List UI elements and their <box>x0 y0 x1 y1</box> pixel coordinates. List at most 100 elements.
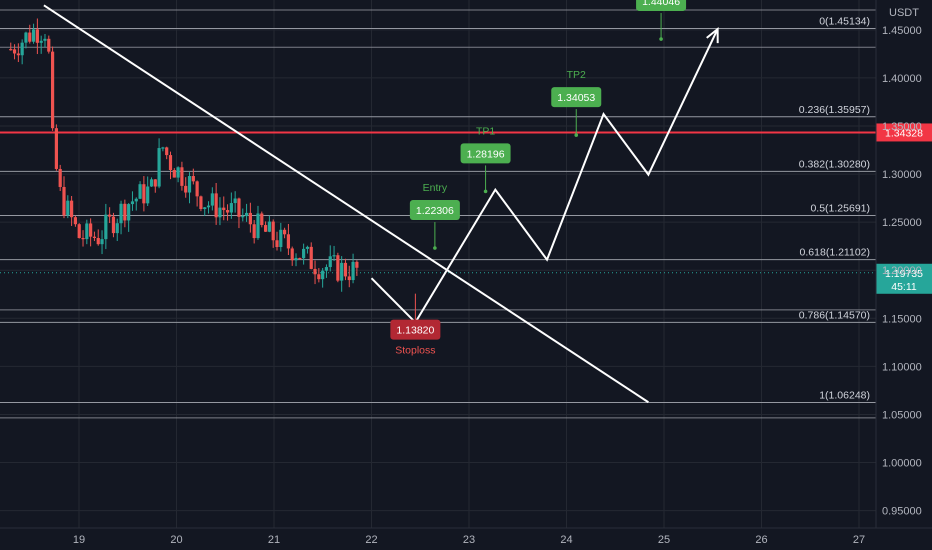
target-dot <box>483 189 488 194</box>
candlesticks <box>9 18 359 292</box>
fib-level-label: 0.786(1.14570) <box>799 309 870 321</box>
candle-up <box>321 270 325 280</box>
candle-up <box>115 223 119 234</box>
candle-up <box>138 184 142 199</box>
y-tick-label: 1.35000 <box>882 121 922 133</box>
x-tick-label: 27 <box>853 534 865 546</box>
candle-down <box>225 210 230 213</box>
candle-down <box>184 185 188 193</box>
candle-up <box>244 212 249 217</box>
x-tick-label: 19 <box>73 534 85 546</box>
candle-down <box>317 274 321 280</box>
price-axis[interactable]: 0.95000 1.00000 1.05000 1.10000 1.15000 1.200… <box>882 0 922 518</box>
candle-down <box>355 261 359 268</box>
time-axis[interactable]: 19 20 21 22 23 24 25 26 27 <box>73 534 865 546</box>
candle-up <box>85 223 89 240</box>
candle-up <box>39 40 43 43</box>
candle-up <box>134 198 138 202</box>
candle-down <box>81 238 85 240</box>
current-price-tag <box>876 263 932 294</box>
candle-down <box>199 196 203 210</box>
candle-down <box>168 155 173 171</box>
candle-down <box>96 237 100 245</box>
candle-down <box>50 51 55 129</box>
target-price-box <box>551 87 602 108</box>
fib-level-label: 0(1.45134) <box>819 16 870 28</box>
candle-up <box>127 204 131 221</box>
candle-down <box>343 262 348 277</box>
candle-up <box>351 261 355 281</box>
candle-down <box>108 214 112 217</box>
target-dot <box>574 133 579 137</box>
candle-up <box>233 198 237 204</box>
candle-down <box>165 147 169 156</box>
y-tick-label: 1.30000 <box>882 169 922 181</box>
candle-down <box>62 186 66 216</box>
candle-down <box>92 236 97 238</box>
x-tick-label: 22 <box>365 534 377 546</box>
x-tick-label: 25 <box>658 534 670 546</box>
candle-down <box>70 200 74 218</box>
candle-up <box>20 42 24 56</box>
candle-down <box>16 53 20 56</box>
candle-down <box>58 168 62 187</box>
x-tick-label: 24 <box>560 534 572 546</box>
candle-down <box>336 255 340 281</box>
candle-up <box>146 186 150 204</box>
candle-down <box>142 184 146 204</box>
candle-down <box>47 38 51 52</box>
y-tick-label: 1.25000 <box>882 217 922 229</box>
candle-down <box>191 176 195 182</box>
y-tick-label: 1.05000 <box>882 409 922 421</box>
descending-trendline[interactable] <box>43 4 649 404</box>
x-tick-label: 20 <box>170 534 182 546</box>
y-tick-label: 1.10000 <box>882 361 922 373</box>
y-tick-label: 1.15000 <box>882 313 922 325</box>
candle-up <box>187 176 192 193</box>
x-tick-label: 26 <box>755 534 767 546</box>
candle-up <box>328 256 332 268</box>
candle-down <box>153 179 157 187</box>
target-dot <box>659 37 663 41</box>
candle-down <box>195 181 199 197</box>
candle-up <box>206 205 211 208</box>
candle-up <box>43 38 47 41</box>
stoploss-price-label: 1.13820 <box>396 325 434 337</box>
y-tick-label: 1.00000 <box>882 458 922 470</box>
candle-down <box>252 224 256 239</box>
x-tick-label: 23 <box>463 534 475 546</box>
stoploss-price-box <box>390 319 441 340</box>
target-dot <box>433 246 437 250</box>
candle-up <box>24 32 28 43</box>
red-level-price-label: 1.34328 <box>885 127 923 139</box>
candle-up <box>332 255 336 257</box>
x-tick-label: 21 <box>268 534 280 546</box>
candle-down <box>214 193 218 218</box>
red-level-price-tag <box>876 123 932 142</box>
candle-down <box>286 234 291 249</box>
candle-down <box>123 203 127 221</box>
candle-down <box>180 167 184 186</box>
y-tick-label: 1.45000 <box>882 25 922 37</box>
candle-up <box>267 221 271 232</box>
candle-up <box>176 167 180 178</box>
y-tick-label: 0.95000 <box>882 506 922 518</box>
candle-down <box>263 225 268 232</box>
candle-down <box>12 49 17 54</box>
candle-up <box>218 207 222 218</box>
fib-level-label: 0.382(1.30280) <box>799 158 870 170</box>
candle-up <box>149 179 154 187</box>
target-caption: TP1 <box>476 125 495 137</box>
candle-down <box>35 29 39 43</box>
candle-up <box>119 203 123 224</box>
currency-label: USDT <box>889 7 919 19</box>
candle-up <box>324 267 329 271</box>
candle-down <box>28 32 32 42</box>
target-price-label: 1.44046 <box>642 0 680 8</box>
candle-down <box>347 276 351 281</box>
fib-retracement[interactable]: 0(1.45134) 0.236(1.35957) 0.382(1.30280) 0.… <box>0 9 932 419</box>
candle-up <box>210 193 214 206</box>
fib-level-label: 0.236(1.35957) <box>799 104 870 116</box>
